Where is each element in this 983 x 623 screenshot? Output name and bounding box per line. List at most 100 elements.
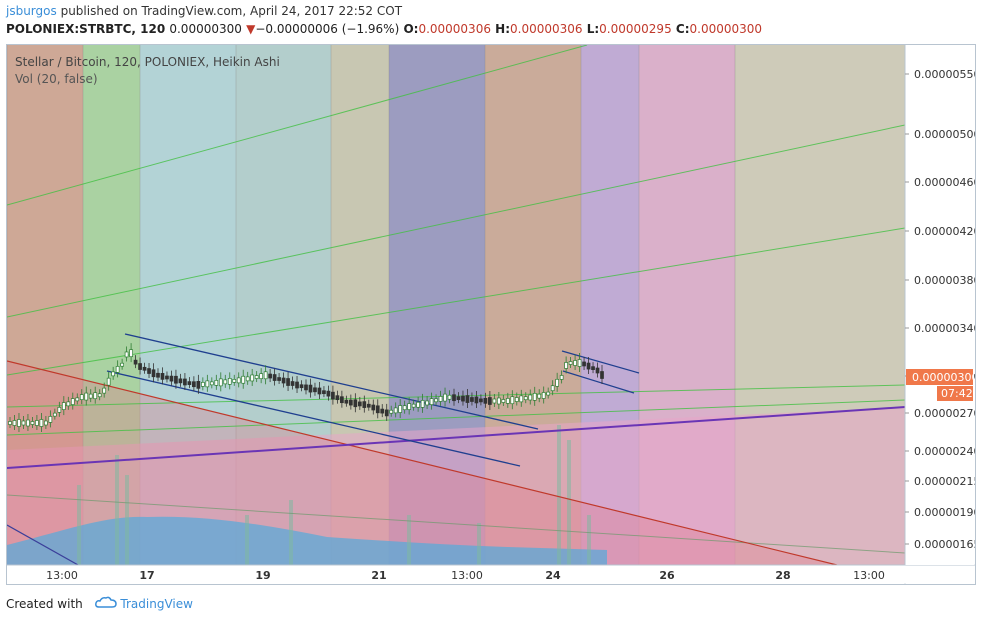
- chart-canvas[interactable]: 0.00000550 0.00000500 0.00000460 0.00000420…: [7, 45, 980, 584]
- candle-body: [245, 376, 250, 382]
- high-label: H:: [495, 22, 510, 36]
- candle-body: [452, 394, 456, 402]
- candle-body: [402, 405, 407, 411]
- open-value: 0.00000306: [418, 22, 491, 36]
- candle-body: [304, 384, 308, 391]
- candle-body: [523, 396, 528, 401]
- volume-bar: [245, 515, 249, 565]
- candle-body: [568, 361, 573, 365]
- candle-body: [317, 387, 322, 395]
- x-tick-label: 13:00: [46, 569, 78, 582]
- candle-body: [124, 351, 129, 358]
- candle-body: [366, 403, 371, 408]
- candle-body: [106, 377, 111, 386]
- last-price-tag: 0.00000300 07:42: [906, 369, 978, 401]
- tradingview-link[interactable]: TradingView: [120, 597, 193, 611]
- legend: Stellar / Bitcoin, 120, POLONIEX, Heikin…: [15, 55, 280, 86]
- candle-body: [178, 378, 183, 384]
- candle-body: [470, 397, 474, 402]
- candle-body: [26, 419, 30, 427]
- candle-body: [66, 401, 71, 407]
- x-tick-label: 19: [255, 569, 270, 582]
- candle-body: [88, 393, 93, 399]
- candle-body: [223, 379, 228, 385]
- candle-body: [348, 399, 353, 406]
- author-link[interactable]: jsburgos: [6, 4, 57, 18]
- candle-body: [57, 406, 62, 413]
- price-tag-countdown: 07:42: [941, 387, 973, 400]
- candle-body: [160, 373, 165, 380]
- candle-body: [48, 416, 53, 423]
- candle-body: [30, 421, 35, 425]
- price-tag-bg: [906, 369, 973, 385]
- blue-trend-line: [7, 524, 80, 565]
- y-tick-label: 0.00000550: [914, 68, 975, 81]
- candle-body: [416, 401, 420, 408]
- candle-body: [52, 412, 57, 417]
- candle-body: [313, 387, 317, 393]
- candle-body: [169, 375, 174, 382]
- candle-body: [528, 394, 533, 401]
- candle-body: [111, 371, 116, 377]
- candle-body: [232, 379, 237, 383]
- fan-line: [7, 45, 588, 206]
- footer: Created with TradingView: [6, 596, 193, 611]
- y-tick-label: 0.00000165: [914, 538, 975, 551]
- volume-bar: [407, 515, 411, 565]
- candle-body: [532, 392, 537, 401]
- x-tick-label: 28: [775, 569, 790, 582]
- candle-body: [218, 378, 223, 387]
- candle-body: [492, 398, 497, 404]
- candle-body: [165, 375, 169, 380]
- small-channel-lower: [562, 370, 635, 394]
- volume-bar: [587, 515, 591, 565]
- candle-body: [259, 373, 264, 380]
- candle-body: [272, 374, 277, 381]
- close-value: 0.00000300: [689, 22, 763, 36]
- chart-area[interactable]: 0.00000550 0.00000500 0.00000460 0.00000420…: [6, 44, 980, 585]
- y-tick-label: 0.00000340: [914, 322, 975, 335]
- candle-body: [326, 390, 331, 397]
- fan-line-lower: [7, 494, 905, 554]
- candle-body: [344, 399, 349, 404]
- candle-body: [268, 373, 272, 379]
- candle-body: [12, 420, 17, 426]
- change-value: −0.00000006 (−1.96%): [255, 22, 400, 36]
- candle-body: [200, 382, 205, 387]
- y-tick-label: 0.00000215: [914, 475, 975, 488]
- candle-body: [133, 359, 138, 365]
- candle-body: [429, 398, 434, 405]
- candle-body: [147, 368, 151, 374]
- candle-body: [582, 361, 586, 367]
- y-tick-label: 0.00000420: [914, 225, 975, 238]
- close-label: C:: [675, 22, 690, 36]
- candle-body: [456, 396, 461, 400]
- candle-body: [196, 380, 201, 389]
- volume-bar: [477, 523, 481, 565]
- low-value: 0.00000295: [599, 22, 672, 36]
- candle-body: [263, 371, 268, 380]
- candle-body: [483, 397, 488, 404]
- open-label: O:: [403, 22, 419, 36]
- x-tick-label: 13:00: [853, 569, 885, 582]
- volume-area: [7, 516, 607, 565]
- candle-body: [335, 395, 340, 401]
- candle-body: [187, 381, 192, 385]
- tradingview-cloud-icon: [94, 596, 117, 611]
- candle-body: [120, 362, 124, 367]
- change-arrow-icon: ▼: [246, 22, 256, 36]
- candle-body: [550, 385, 555, 392]
- channel-upper: [124, 333, 539, 430]
- volume-bar: [567, 440, 571, 565]
- candle-body: [577, 359, 582, 367]
- candle-body: [102, 387, 107, 394]
- candle-body: [600, 371, 604, 379]
- red-trend-line: [7, 360, 838, 565]
- small-channel-upper: [561, 350, 640, 374]
- candle-body: [97, 393, 102, 398]
- fan-line: [7, 227, 905, 376]
- candle-body: [357, 401, 362, 407]
- candle-body: [17, 419, 21, 427]
- candle-body: [227, 378, 232, 385]
- candle-body: [488, 397, 492, 405]
